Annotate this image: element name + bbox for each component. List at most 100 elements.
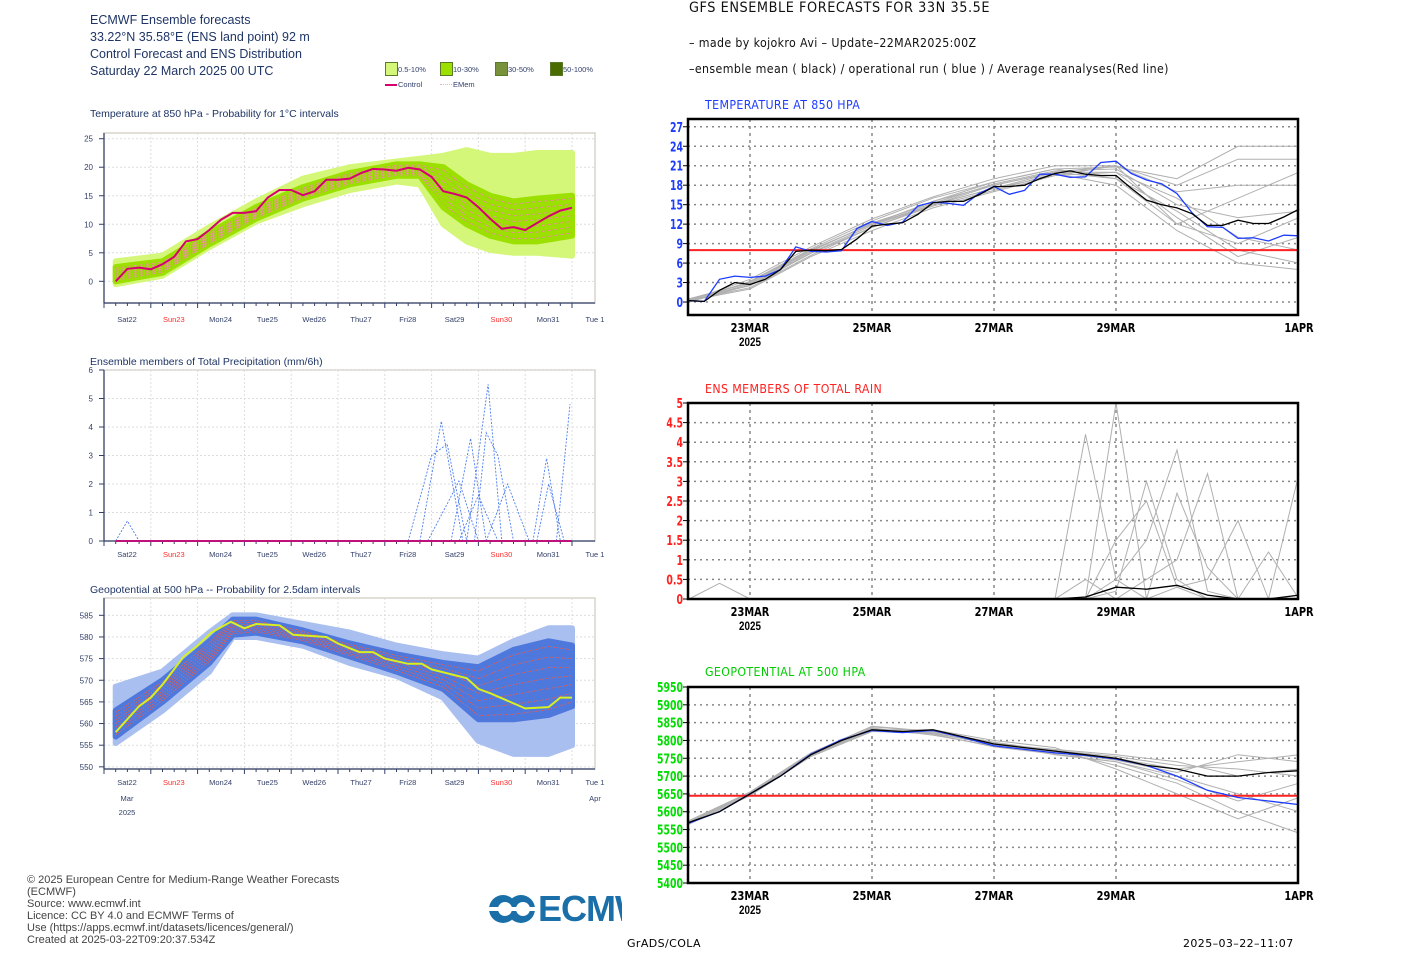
legend-control-line — [385, 84, 397, 86]
ensemble-member-line — [427, 479, 479, 542]
y-tick-label: 15 — [84, 192, 93, 201]
ensemble-member-line — [536, 483, 565, 542]
x-tick-label: 23MAR — [731, 605, 770, 619]
y-tick-label: 25 — [84, 135, 93, 144]
month-label: Apr — [589, 794, 601, 803]
y-tick-label: 1.5 — [666, 533, 683, 548]
y-tick-label: 6 — [676, 256, 683, 271]
x-tick-label: Wed26 — [302, 550, 326, 559]
y-tick-label: 12 — [670, 217, 683, 232]
ecmwf-title: ECMWF Ensemble forecasts — [90, 13, 251, 27]
probability-band-inner — [112, 616, 575, 740]
ensemble-member-line — [688, 172, 1300, 301]
y-tick-label: 0 — [676, 295, 683, 310]
legend-swatch-1 — [440, 62, 453, 76]
y-tick-label: 2.5 — [666, 494, 683, 509]
y-tick-label: 0 — [676, 592, 683, 607]
x-tick-label: Sat22 — [117, 550, 137, 559]
x-tick-label: Sun30 — [491, 550, 513, 559]
ensemble-member-line — [555, 404, 571, 542]
y-tick-label: 15 — [670, 198, 683, 213]
x-tick-label: Thu27 — [350, 550, 371, 559]
ec-precip-title: Ensemble members of Total Precipitation … — [90, 356, 323, 368]
x-tick-label: 29MAR — [1097, 889, 1136, 903]
y-tick-label: 5 — [676, 396, 683, 411]
x-tick-label: Fri28 — [399, 315, 416, 324]
legend-emem-line — [440, 84, 452, 85]
y-tick-label: 5 — [89, 395, 94, 404]
ecmwf-footer: © 2025 European Centre for Medium-Range … — [27, 874, 339, 946]
x-tick-label: Sun30 — [491, 778, 513, 787]
x-tick-label: Sun23 — [163, 550, 185, 559]
y-tick-label: 5450 — [657, 858, 683, 873]
y-tick-label: 4 — [676, 435, 683, 450]
ensemble-member-line — [688, 729, 1300, 823]
ensemble-member-line — [115, 169, 573, 275]
x-tick-label: Sat29 — [445, 315, 465, 324]
x-year-label: 2025 — [739, 620, 761, 633]
ecmwf-location: 33.22°N 35.58°E (ENS land point) 92 m — [90, 30, 310, 44]
y-tick-label: 24 — [670, 139, 683, 154]
ec-z500-title: Geopotential at 500 hPa -- Probability f… — [90, 584, 361, 596]
x-tick-label: Tue 1 — [586, 778, 605, 787]
y-tick-label: 10 — [84, 220, 93, 229]
x-tick-label: 25MAR — [853, 321, 892, 335]
x-tick-label: 29MAR — [1097, 321, 1136, 335]
y-tick-label: 4 — [89, 423, 94, 432]
ensemble-member-line — [115, 172, 573, 279]
y-tick-label: 0.5 — [666, 572, 683, 587]
y-tick-label: 18 — [670, 178, 683, 193]
footer-line: Use (https://apps.ecmwf.int/datasets/lic… — [27, 922, 294, 934]
ensemble-mean-line — [688, 170, 1300, 303]
y-tick-label: 5 — [89, 249, 94, 258]
ensemble-member-line — [115, 627, 573, 728]
ensemble-member-line — [458, 494, 499, 542]
x-tick-label: Thu27 — [350, 778, 371, 787]
ecmwf-subtitle: Control Forecast and ENS Distribution — [90, 47, 302, 61]
year-label: 2025 — [119, 808, 136, 817]
legend-label: 50-100% — [563, 65, 594, 74]
x-tick-label: Wed26 — [302, 315, 326, 324]
ensemble-member-line — [466, 384, 503, 542]
x-tick-label: Fri28 — [399, 550, 416, 559]
x-tick-label: 27MAR — [975, 321, 1014, 335]
x-tick-label: Tue 1 — [586, 550, 605, 559]
ensemble-member-line — [115, 620, 573, 713]
ec-t850-title: Temperature at 850 hPa - Probability for… — [90, 108, 339, 120]
gfs-rain-title: ENS MEMBERS OF TOTAL RAIN — [705, 382, 883, 396]
x-year-label: 2025 — [739, 904, 761, 917]
y-tick-label: 27 — [670, 120, 683, 135]
ecmwf-logo-text: ECMWF — [538, 890, 622, 929]
legend-swatch-3 — [550, 62, 563, 76]
ensemble-member-line — [407, 443, 468, 542]
legend-swatch-2 — [495, 62, 508, 76]
y-tick-label: 21 — [670, 159, 683, 174]
x-tick-label: 23MAR — [731, 321, 770, 335]
y-tick-label: 5500 — [657, 840, 683, 855]
y-tick-label: 2 — [676, 513, 683, 528]
gfs-t850-title: TEMPERATURE AT 850 HPA — [705, 98, 861, 112]
y-tick-label: 3 — [676, 275, 683, 290]
ensemble-member-line — [115, 621, 573, 717]
y-tick-label: 560 — [80, 720, 94, 729]
x-tick-label: Wed26 — [302, 778, 326, 787]
y-tick-label: 5700 — [657, 769, 683, 784]
x-tick-label: 1APR — [1284, 605, 1314, 619]
gfs-title: GFS ENSEMBLE FORECASTS FOR 33N 35.5E — [689, 0, 991, 16]
ensemble-member-line — [688, 168, 1300, 302]
ecmwf-date: Saturday 22 March 2025 00 UTC — [90, 64, 274, 78]
legend-emem-label: EMem — [453, 80, 475, 89]
x-tick-label: Mon31 — [537, 550, 560, 559]
ensemble-member-line — [688, 158, 1299, 302]
y-tick-label: 3.5 — [666, 455, 683, 470]
x-tick-label: Mon24 — [209, 315, 232, 324]
legend-label: 0.5-10% — [398, 65, 426, 74]
gfs-credit: – made by kojokro Avi – Update–22MAR2025… — [689, 36, 977, 50]
ecmwf-legend: 0.5-10% 10-30% 30-50% 50-100% Control EM… — [385, 62, 615, 92]
legend-label: 10-30% — [453, 65, 479, 74]
x-tick-label: Sat29 — [445, 550, 465, 559]
y-tick-label: 5600 — [657, 805, 683, 820]
ensemble-member-line — [688, 145, 1299, 300]
ensemble-member-line — [474, 431, 514, 542]
